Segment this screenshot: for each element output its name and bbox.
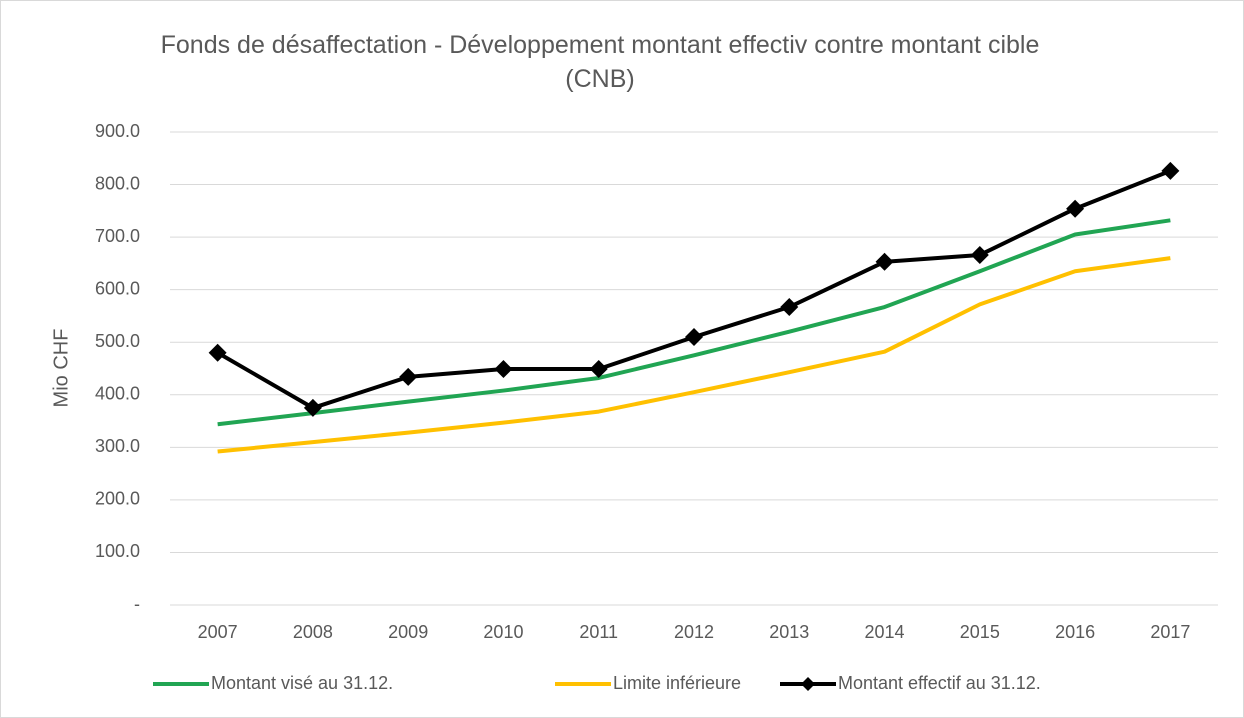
data-marker xyxy=(875,252,894,271)
x-tick-label: 2016 xyxy=(1055,622,1095,642)
data-marker xyxy=(970,245,989,264)
data-marker xyxy=(399,367,418,386)
y-tick-label: 200.0 xyxy=(95,489,140,509)
data-marker xyxy=(780,298,799,317)
data-marker xyxy=(1161,161,1180,180)
x-tick-label: 2009 xyxy=(388,622,428,642)
legend-marker xyxy=(801,677,815,691)
y-tick-label: 800.0 xyxy=(95,173,140,193)
x-tick-label: 2011 xyxy=(579,622,618,642)
data-marker xyxy=(303,398,322,417)
series-line xyxy=(217,218,1171,427)
y-tick-label: 400.0 xyxy=(95,384,140,404)
x-tick-label: 2014 xyxy=(865,622,905,642)
x-tick-label: 2008 xyxy=(293,622,333,642)
x-tick-label: 2015 xyxy=(960,622,1000,642)
legend-label: Limite inférieure xyxy=(613,673,741,693)
data-marker xyxy=(494,360,513,379)
x-tick-label: 2012 xyxy=(674,622,714,642)
y-tick-label: - xyxy=(134,594,140,614)
y-tick-label: 500.0 xyxy=(95,331,140,351)
x-tick-label: 2017 xyxy=(1150,622,1190,642)
legend-label: Montant visé au 31.12. xyxy=(211,673,393,693)
y-axis-label: Mio CHF xyxy=(50,329,72,408)
y-tick-label: 100.0 xyxy=(95,541,140,561)
y-tick-label: 300.0 xyxy=(95,436,140,456)
data-marker xyxy=(208,343,227,362)
chart-title: Fonds de désaffectation - Développement … xyxy=(160,31,1040,93)
y-tick-label: 600.0 xyxy=(95,278,140,298)
data-marker xyxy=(685,327,703,346)
series-line xyxy=(217,256,1171,454)
x-tick-label: 2010 xyxy=(483,622,523,642)
data-marker xyxy=(589,360,608,379)
y-tick-label: 900.0 xyxy=(95,121,140,141)
legend-label: Montant effectif au 31.12. xyxy=(838,673,1041,693)
x-tick-label: 2013 xyxy=(769,622,809,642)
data-marker xyxy=(1066,199,1085,218)
x-tick-label: 2007 xyxy=(198,622,238,642)
y-tick-label: 700.0 xyxy=(95,226,140,246)
